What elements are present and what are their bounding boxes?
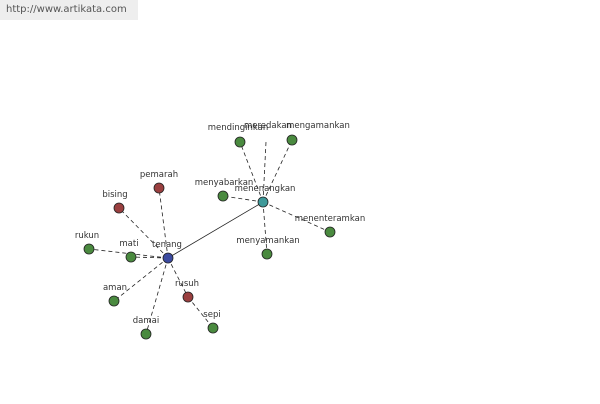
node — [162, 252, 174, 264]
edge — [158, 187, 169, 259]
node-label: mengamankan — [286, 121, 350, 131]
node — [83, 243, 95, 255]
edge — [262, 201, 331, 233]
node — [113, 202, 125, 214]
node-label: rukun — [75, 231, 99, 241]
watermark: http://www.artikata.com — [0, 0, 138, 20]
node — [261, 248, 273, 260]
edge — [113, 257, 169, 302]
node-label: meredakan — [244, 121, 292, 131]
node — [257, 196, 269, 208]
node-label: mendinginkan — [208, 123, 269, 133]
node — [234, 136, 246, 148]
node-label: pemarah — [140, 170, 178, 180]
edge — [239, 141, 264, 203]
node-label: rusuh — [175, 279, 199, 289]
node-label: sepi — [203, 310, 220, 320]
node-label: mati — [119, 239, 138, 249]
edge — [118, 207, 169, 259]
node-label: tenang — [152, 240, 182, 250]
node — [140, 328, 152, 340]
edge — [222, 195, 264, 203]
edge — [262, 201, 268, 255]
node-label: menyabarkan — [195, 178, 254, 188]
edge — [167, 257, 189, 298]
node — [125, 251, 137, 263]
node-label: damai — [133, 316, 159, 326]
node — [182, 291, 194, 303]
node — [324, 226, 336, 238]
node-label: menenangkan — [235, 184, 296, 194]
node-label: bising — [102, 190, 127, 200]
node-label: aman — [103, 283, 127, 293]
edge — [145, 257, 169, 335]
node-label: menenteramkan — [295, 214, 365, 224]
node — [217, 190, 229, 202]
edge — [262, 139, 293, 203]
node — [207, 322, 219, 334]
node — [153, 182, 165, 194]
edge — [130, 256, 169, 259]
edge — [262, 141, 267, 203]
node — [108, 295, 120, 307]
node-label: menyamankan — [236, 236, 299, 246]
edge — [167, 201, 264, 259]
edge — [88, 248, 169, 259]
node — [286, 134, 298, 146]
